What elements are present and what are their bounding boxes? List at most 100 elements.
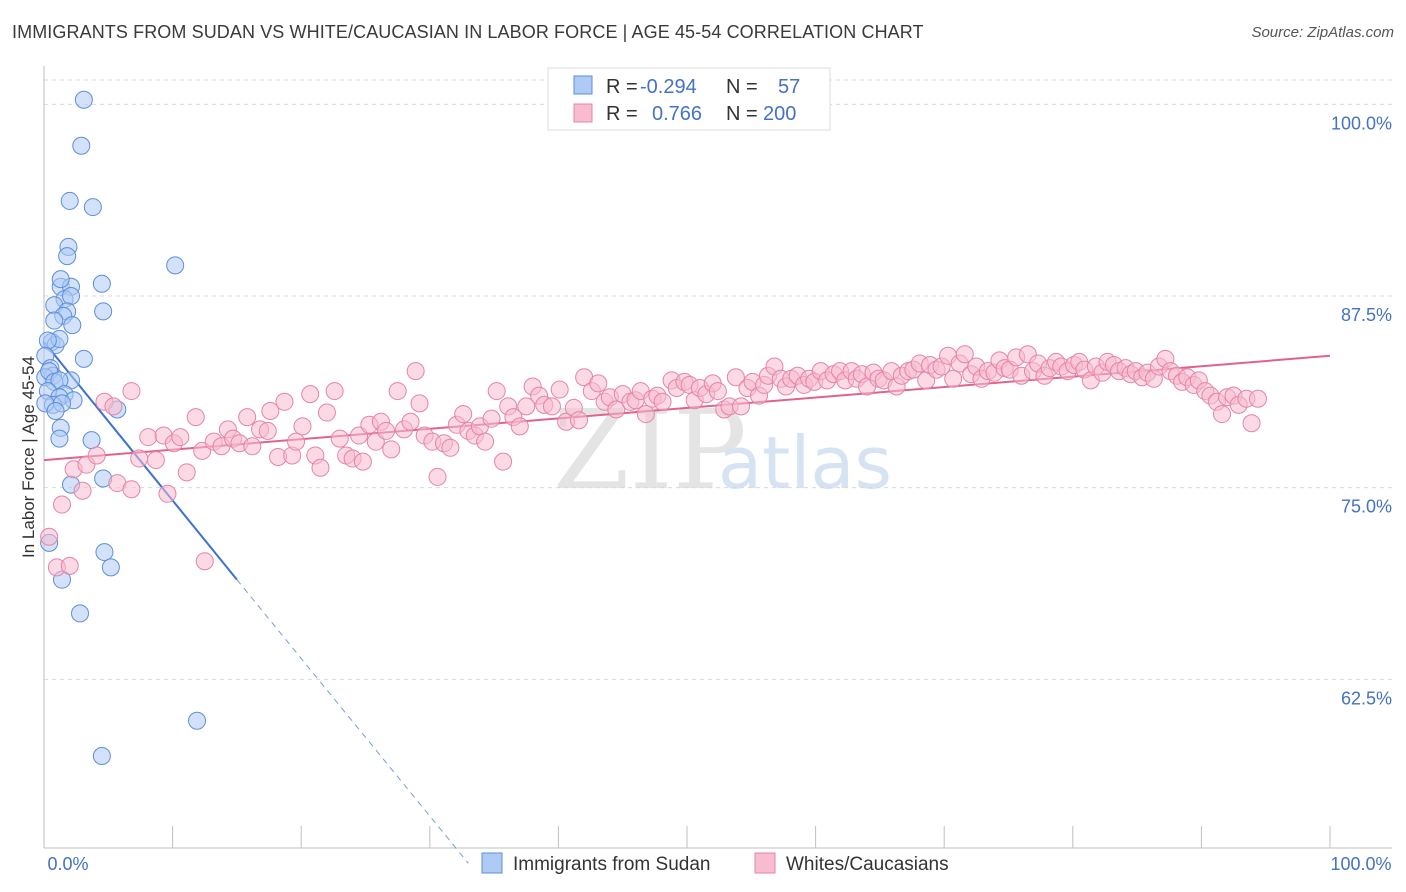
point-pink <box>146 451 165 470</box>
legend-r-label-blue: R = <box>606 76 638 98</box>
point-blue <box>58 247 77 266</box>
point-pink <box>40 527 59 546</box>
point-pink <box>195 552 214 571</box>
point-pink <box>607 400 626 419</box>
point-pink <box>377 421 396 440</box>
point-blue <box>51 270 70 289</box>
legend-r-value-pink: 0.766 <box>652 103 702 125</box>
point-pink <box>428 467 447 486</box>
point-pink <box>353 452 372 471</box>
point-pink <box>1212 405 1231 424</box>
point-pink <box>275 392 294 411</box>
point-pink <box>258 421 277 440</box>
point-blue <box>101 558 120 577</box>
point-pink <box>517 397 536 416</box>
point-pink <box>441 438 460 457</box>
y-axis-title: In Labor Force | Age 45-54 <box>19 356 38 558</box>
point-blue <box>60 191 79 210</box>
point-pink <box>261 402 280 420</box>
point-pink <box>487 382 506 401</box>
y-tick-label: 75.0% <box>1341 497 1392 517</box>
point-blue <box>166 256 185 275</box>
legend-n-label-pink: N = <box>726 103 758 125</box>
watermark-atlas: atlas <box>718 421 892 505</box>
point-blue <box>72 136 91 155</box>
bottom-legend-label-sudan: Immigrants from Sudan <box>513 854 710 875</box>
point-blue <box>83 198 102 217</box>
point-pink <box>238 408 257 427</box>
point-pink <box>1248 389 1267 408</box>
point-blue <box>92 274 111 293</box>
point-pink <box>73 481 92 500</box>
x-tick-labels: 0.0% 100.0% <box>47 854 1391 874</box>
bottom-legend: Immigrants from Sudan Whites/Caucasians <box>481 852 949 875</box>
chart-title: IMMIGRANTS FROM SUDAN VS WHITE/CAUCASIAN… <box>12 22 924 42</box>
point-pink <box>476 432 495 451</box>
data-points <box>36 90 1267 765</box>
point-pink <box>494 452 513 471</box>
axes <box>43 66 1392 849</box>
legend: R = -0.294 N = 57 R = 0.766 N = 200 <box>547 67 831 131</box>
bottom-legend-swatch-pink <box>754 852 776 874</box>
point-pink <box>325 382 344 401</box>
point-pink <box>122 480 141 499</box>
point-pink <box>330 429 349 448</box>
point-blue <box>82 431 101 450</box>
source-label: Source: ZipAtlas.com <box>1251 24 1394 41</box>
legend-swatch-pink <box>573 103 593 123</box>
point-pink <box>158 484 177 503</box>
point-pink <box>636 405 655 424</box>
point-blue <box>74 90 93 109</box>
point-pink <box>301 385 320 404</box>
point-pink <box>732 397 751 416</box>
y-tick-labels: 62.5% 75.0% 87.5% 100.0% <box>1331 113 1392 708</box>
point-pink <box>177 463 196 482</box>
point-pink <box>510 417 529 436</box>
legend-n-value-blue: 57 <box>778 76 800 98</box>
point-pink <box>406 362 425 381</box>
legend-n-label-blue: N = <box>726 76 758 98</box>
x-tick-label-max: 100.0% <box>1330 854 1391 874</box>
point-pink <box>410 394 429 413</box>
point-pink <box>293 417 312 436</box>
point-pink <box>139 428 158 447</box>
point-blue <box>188 711 207 730</box>
legend-r-label-pink: R = <box>606 103 638 125</box>
point-pink <box>87 446 106 465</box>
point-pink <box>1242 414 1261 433</box>
point-pink <box>550 380 569 399</box>
point-blue <box>71 604 90 623</box>
point-pink <box>186 408 205 427</box>
point-pink <box>726 368 745 387</box>
point-blue <box>45 311 64 330</box>
point-pink <box>708 382 727 401</box>
point-pink <box>482 409 501 428</box>
trendline-sudan-extension <box>236 579 469 864</box>
point-pink <box>382 440 401 459</box>
y-tick-label: 87.5% <box>1341 305 1392 325</box>
point-pink <box>287 432 306 451</box>
point-blue <box>94 302 113 321</box>
point-pink <box>944 369 963 388</box>
point-blue <box>92 747 111 765</box>
legend-swatch-blue <box>573 75 593 95</box>
point-pink <box>388 382 407 401</box>
point-pink <box>53 495 72 514</box>
point-pink <box>60 556 79 575</box>
point-pink <box>122 382 141 401</box>
point-blue <box>38 331 57 350</box>
point-pink <box>311 458 330 477</box>
legend-n-value-pink: 200 <box>763 103 796 125</box>
point-pink <box>454 405 473 424</box>
bottom-legend-swatch-blue <box>481 852 503 874</box>
point-pink <box>589 374 608 393</box>
point-pink <box>569 411 588 430</box>
point-pink <box>317 403 336 422</box>
point-pink <box>104 397 123 416</box>
bottom-legend-label-white: Whites/Caucasians <box>786 854 949 875</box>
point-blue <box>95 543 114 562</box>
point-blue <box>62 287 81 305</box>
x-tick-label-min: 0.0% <box>47 854 88 874</box>
point-pink <box>130 449 149 468</box>
